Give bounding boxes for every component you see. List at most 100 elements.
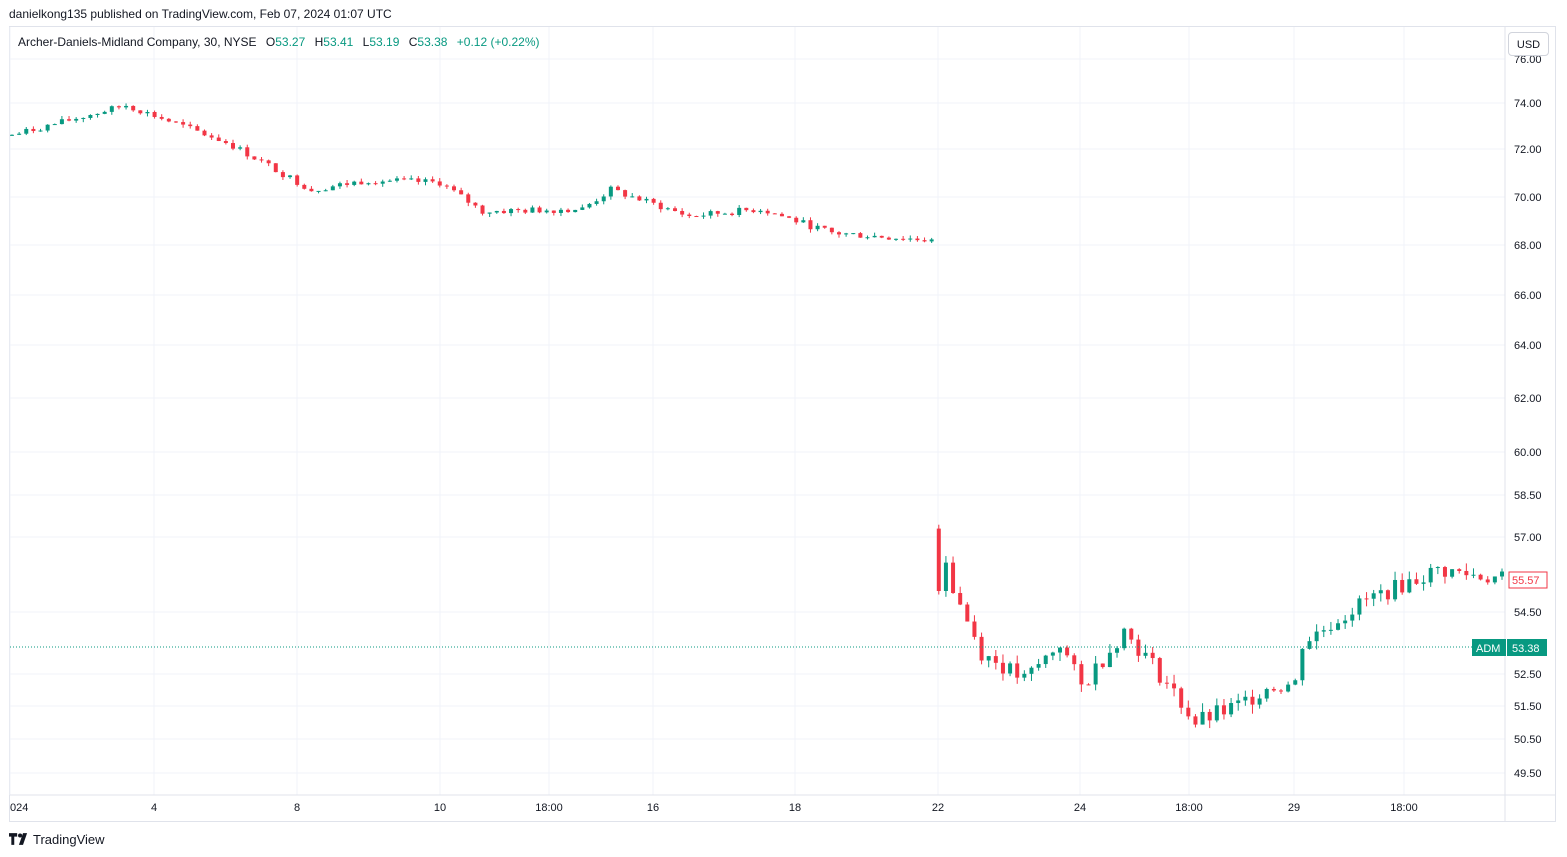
candle — [252, 156, 257, 160]
candle — [38, 128, 43, 132]
candle — [231, 139, 236, 151]
candle — [1093, 655, 1098, 691]
x-tick-label: 18:00 — [1390, 802, 1418, 814]
candle — [544, 208, 549, 214]
candle-body — [1029, 667, 1034, 674]
candle-body — [879, 235, 884, 238]
price-axis[interactable]: 76.00 74.00 72.00 70.00 68.00 66.00 64.00 62.00… — [1514, 54, 1542, 780]
tradingview-footer[interactable]: TradingView — [9, 830, 105, 848]
candle — [416, 175, 421, 185]
candle-body — [673, 208, 678, 212]
legend-high-label: H — [314, 35, 324, 49]
candle-body — [337, 183, 342, 187]
candle — [794, 216, 799, 225]
currency-button[interactable]: USD — [1508, 32, 1549, 56]
candle — [1393, 571, 1398, 602]
candle — [1492, 576, 1497, 585]
candle — [537, 205, 542, 214]
candle — [1364, 592, 1369, 607]
y-tick-label: 68.00 — [1514, 240, 1542, 252]
candle — [765, 208, 770, 216]
candle-body — [295, 175, 300, 185]
candle-body — [751, 210, 756, 213]
candle-body — [1471, 574, 1476, 576]
symbol-price-label: ADM 53.38 — [1472, 639, 1547, 656]
candle — [17, 132, 22, 136]
candle-body — [1400, 579, 1405, 593]
candle-body — [1065, 647, 1070, 656]
candle — [202, 129, 207, 137]
candle-body — [1129, 628, 1134, 640]
candle — [915, 235, 920, 242]
candle-body — [124, 105, 129, 108]
candle — [124, 103, 129, 110]
candle — [908, 235, 913, 242]
candle-body — [894, 238, 899, 240]
y-tick-label: 66.00 — [1514, 290, 1542, 302]
candle — [387, 179, 392, 182]
candle-body — [1057, 647, 1062, 653]
candle — [209, 133, 214, 140]
candle — [444, 184, 449, 189]
x-tick-label: 18:00 — [1175, 802, 1203, 814]
candle — [473, 202, 478, 208]
candle-body — [316, 190, 321, 192]
x-tick-label: 22 — [932, 802, 944, 814]
candle — [459, 187, 464, 195]
candle-body — [416, 178, 421, 182]
candle — [943, 556, 948, 597]
y-tick-label: 54.50 — [1514, 607, 1542, 619]
candle — [24, 127, 29, 136]
candle — [152, 110, 157, 119]
candle — [673, 206, 678, 212]
candle-body — [922, 240, 927, 242]
candle-body — [537, 207, 542, 213]
time-axis[interactable]: 024 4 8 10 18:00 16 18 22 24 18:00 29 18:00 — [10, 802, 1418, 814]
candle — [587, 202, 592, 209]
candle-body — [1457, 569, 1462, 571]
candle — [295, 174, 300, 187]
candle — [359, 178, 364, 185]
candle — [580, 204, 585, 211]
candle — [1065, 645, 1070, 658]
candle — [836, 231, 841, 238]
candle-body — [288, 175, 293, 178]
candle-body — [1200, 711, 1205, 725]
candle — [1043, 654, 1048, 668]
candle-body — [95, 113, 100, 116]
candle — [138, 110, 143, 115]
candle-body — [680, 211, 685, 215]
candle-body — [708, 211, 713, 216]
candle-body — [858, 233, 863, 238]
candle-body — [601, 196, 606, 202]
candle — [1172, 674, 1177, 697]
candle — [1336, 619, 1341, 631]
candle-body — [216, 137, 221, 142]
y-tick-label: 76.00 — [1514, 54, 1542, 66]
candle — [45, 124, 50, 133]
candle — [1464, 563, 1469, 580]
candle-body — [1008, 663, 1013, 674]
candle — [394, 176, 399, 183]
candle-body — [551, 210, 556, 213]
legend-open-label: O — [265, 35, 276, 49]
candle-body — [394, 178, 399, 181]
candle-body — [523, 209, 528, 213]
candle — [1115, 646, 1120, 658]
candle — [1243, 690, 1248, 706]
last-price-label: 55.57 — [1508, 571, 1548, 589]
candle-body — [509, 209, 514, 214]
candle-body — [302, 184, 307, 189]
candle-body — [1492, 576, 1497, 583]
candle-body — [1229, 703, 1234, 715]
y-tick-label: 58.50 — [1514, 490, 1542, 502]
candle-body — [665, 208, 670, 210]
candle — [530, 205, 535, 213]
candle-body — [544, 210, 549, 213]
symbol-name-tag: ADM — [1476, 643, 1500, 655]
y-tick-label: 72.00 — [1514, 144, 1542, 156]
candle-body — [1357, 598, 1362, 615]
candle-body — [116, 106, 121, 108]
candle-body — [259, 159, 264, 161]
